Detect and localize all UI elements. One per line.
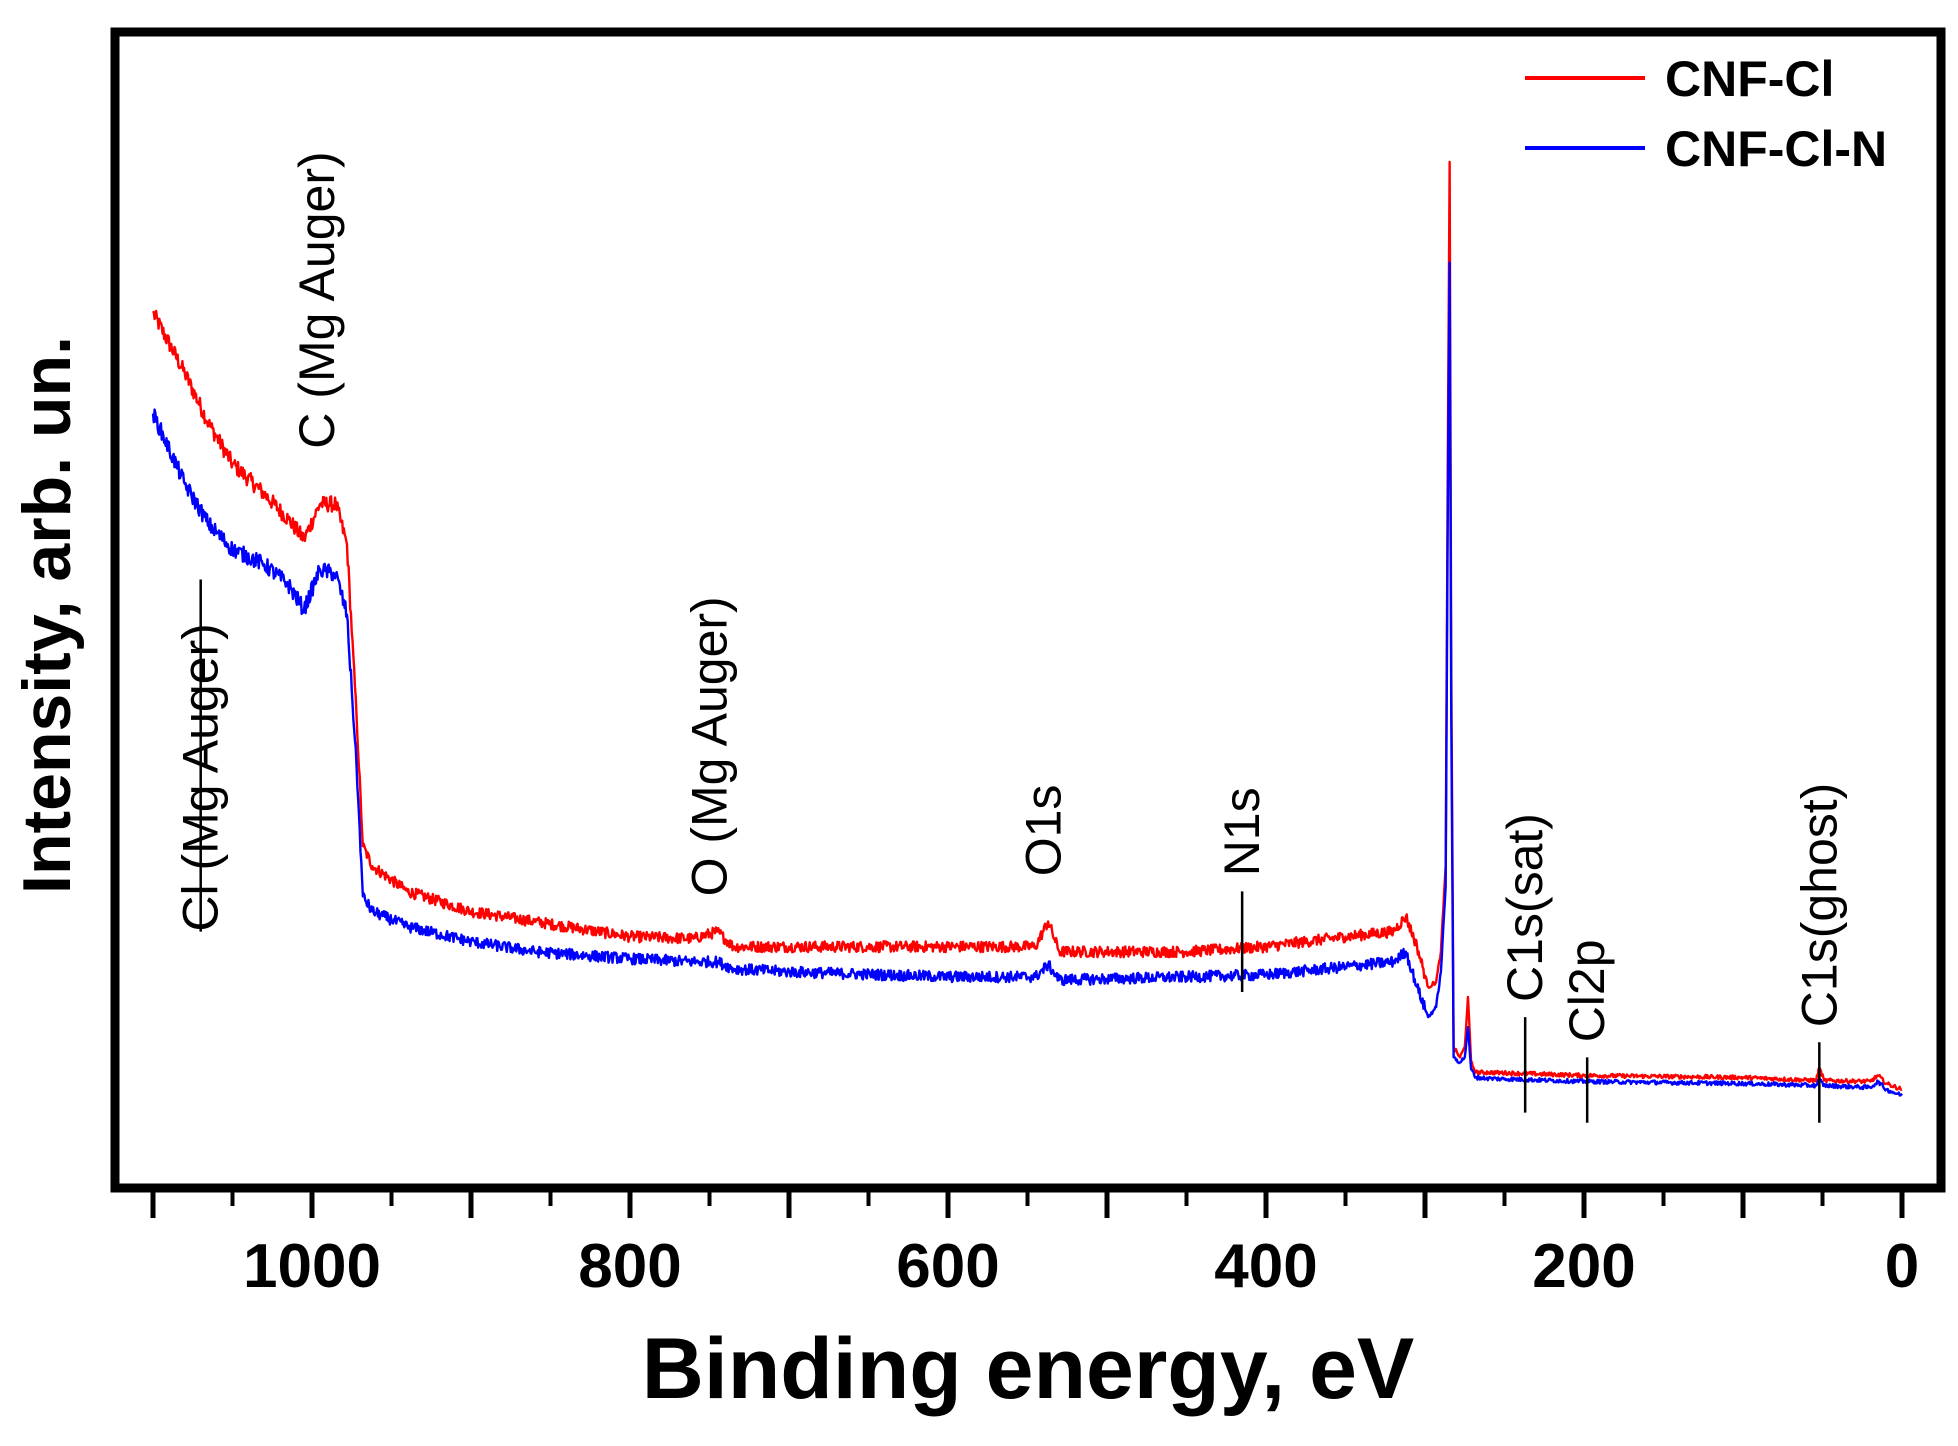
annotation-label-c1s-ghost: C1s(ghost) [1791, 783, 1847, 1028]
x-axis: 1000 800 600 400 200 0 [150, 1192, 1919, 1301]
annotation-label-o1s: O1s [1015, 785, 1071, 877]
y-axis-title: Intensity, arb. un. [9, 336, 85, 894]
x-tick-label-600: 600 [896, 1232, 999, 1301]
series-line-cnf-cl-n [151, 261, 1903, 1097]
legend-label-cnf-cl-n: CNF-Cl-N [1665, 121, 1887, 177]
x-tick-label-1000: 1000 [243, 1232, 381, 1301]
annotation-label-cl-mg-auger: Cl (Mg Auger) [173, 623, 229, 931]
legend-label-cnf-cl: CNF-Cl [1665, 51, 1834, 107]
annotation-label-c-mg-auger: C (Mg Auger) [289, 151, 345, 448]
annotation-label-o-mg-auger: O (Mg Auger) [682, 596, 738, 896]
x-tick-label-0: 0 [1885, 1232, 1919, 1301]
x-tick-label-400: 400 [1214, 1232, 1317, 1301]
x-tick-label-800: 800 [578, 1232, 681, 1301]
annotation-label-c1s-sat: C1s(sat) [1497, 813, 1553, 1002]
plot-frame [110, 27, 1946, 1193]
x-axis-title: Binding energy, eV [642, 1321, 1415, 1417]
series-layer [151, 160, 1903, 1097]
annotation-label-cl2p: Cl2p [1559, 939, 1615, 1042]
annotation-layer: Cl (Mg Auger) C (Mg Auger) O (Mg Auger) O1s… [173, 151, 1847, 1123]
x-tick-label-200: 200 [1532, 1232, 1635, 1301]
annotation-label-n1s: N1s [1214, 787, 1270, 876]
series-line-cnf-cl [152, 160, 1903, 1091]
legend: CNF-Cl CNF-Cl-N [1525, 51, 1887, 177]
